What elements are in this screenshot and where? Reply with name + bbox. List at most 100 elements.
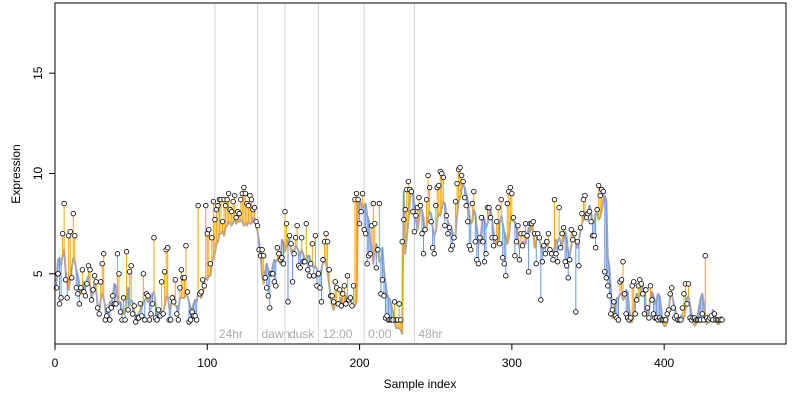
- data-point: [120, 295, 127, 301]
- data-point: [373, 265, 380, 271]
- data-point: [524, 232, 530, 239]
- data-point: [96, 311, 102, 317]
- data-point: [355, 196, 361, 203]
- data-point: [719, 317, 725, 323]
- data-point: [260, 253, 267, 259]
- separator-label: 24hr: [219, 327, 243, 341]
- data-point: [445, 230, 451, 237]
- data-point: [560, 224, 567, 231]
- data-point: [64, 295, 70, 301]
- data-point: [84, 281, 90, 287]
- data-point: [618, 277, 625, 283]
- data-point: [643, 287, 649, 293]
- data-point: [396, 301, 402, 307]
- data-point: [116, 271, 122, 277]
- data-point: [198, 289, 204, 295]
- data-point: [248, 196, 255, 203]
- data-point: [302, 259, 308, 265]
- data-point: [69, 275, 75, 281]
- y-tick-label: 10: [31, 167, 45, 181]
- data-point: [573, 309, 579, 315]
- data-point: [145, 293, 151, 299]
- data-point: [56, 301, 63, 307]
- data-point: [422, 226, 428, 233]
- data-point: [160, 311, 166, 317]
- data-point: [79, 267, 86, 273]
- data-point: [554, 259, 561, 265]
- data-point: [270, 271, 276, 277]
- data-point: [442, 222, 448, 229]
- data-point: [164, 245, 171, 251]
- y-tick-label: 15: [31, 66, 45, 80]
- x-axis: 0 100 200 300 400: [52, 344, 674, 370]
- data-point: [219, 218, 226, 225]
- data-point: [330, 299, 337, 305]
- data-point: [413, 212, 419, 219]
- data-point: [183, 243, 189, 249]
- data-point: [232, 192, 238, 199]
- data-point: [500, 255, 506, 261]
- data-point: [565, 275, 571, 281]
- data-point: [449, 243, 456, 249]
- data-point: [602, 269, 608, 275]
- data-point: [631, 279, 637, 285]
- data-point: [291, 251, 297, 257]
- data-point: [513, 238, 520, 245]
- data-point: [684, 301, 690, 307]
- data-point: [402, 206, 408, 213]
- data-point: [492, 234, 498, 241]
- data-point: [207, 261, 214, 267]
- data-point: [155, 307, 162, 313]
- data-point: [286, 232, 293, 239]
- data-point: [123, 249, 130, 255]
- data-point: [592, 245, 599, 251]
- data-point: [398, 317, 404, 323]
- data-point: [154, 317, 160, 323]
- data-point: [262, 275, 268, 281]
- data-point: [87, 267, 93, 273]
- data-point: [356, 220, 363, 227]
- data-point: [175, 317, 182, 323]
- data-point: [206, 226, 212, 233]
- data-point: [401, 216, 407, 223]
- data-point: [504, 200, 511, 207]
- data-point: [324, 238, 331, 245]
- data-point: [353, 190, 360, 197]
- data-point: [312, 232, 319, 239]
- data-point: [634, 297, 640, 303]
- separator-label: dusk: [289, 327, 315, 341]
- data-point: [236, 210, 242, 217]
- data-point: [337, 287, 343, 293]
- data-point: [666, 307, 672, 313]
- data-point: [495, 204, 501, 211]
- data-point: [289, 279, 296, 285]
- data-point: [469, 200, 475, 207]
- data-point: [375, 247, 381, 253]
- data-point: [594, 206, 600, 213]
- data-point: [125, 307, 131, 313]
- x-tick-label: 100: [197, 356, 217, 370]
- data-point: [576, 263, 582, 269]
- data-point: [285, 299, 291, 305]
- data-point: [114, 251, 121, 257]
- data-point: [113, 301, 119, 307]
- data-point: [481, 259, 488, 265]
- data-point: [588, 218, 594, 225]
- data-point: [480, 238, 486, 245]
- data-point: [263, 285, 270, 291]
- data-point: [137, 301, 143, 307]
- y-axis: 5 10 15: [31, 66, 55, 277]
- data-point: [93, 279, 99, 285]
- data-point: [475, 261, 482, 267]
- data-point: [446, 224, 453, 231]
- data-point: [621, 291, 628, 297]
- data-point: [259, 247, 265, 253]
- data-point: [649, 297, 655, 303]
- data-point: [410, 208, 416, 215]
- data-point: [75, 291, 81, 297]
- separator-label: 12:00: [322, 327, 352, 341]
- data-point: [550, 257, 556, 263]
- data-point: [279, 255, 285, 261]
- data-points: [53, 164, 725, 325]
- data-point: [553, 251, 559, 257]
